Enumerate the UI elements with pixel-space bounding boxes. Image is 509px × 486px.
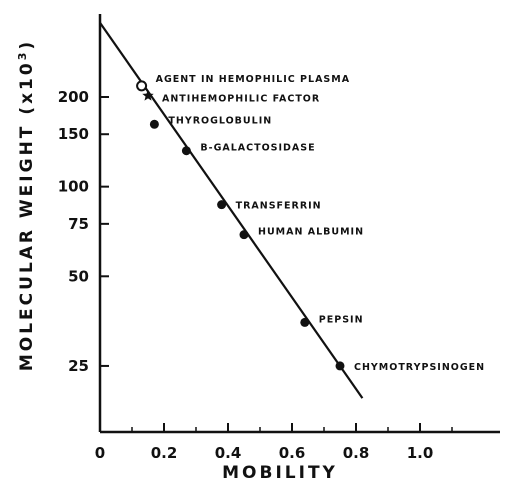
point-label: AGENT IN HEMOPHILIC PLASMA [156, 74, 350, 85]
x-tick-label: 1.0 [407, 444, 434, 462]
x-tick-label: 0.6 [279, 444, 306, 462]
point-label: PEPSIN [319, 314, 364, 325]
x-tick-label: 0.8 [343, 444, 370, 462]
x-tick-label: 0 [95, 444, 105, 462]
y-axis-title-main: MOLECULAR WEIGHT (x10 [17, 60, 37, 371]
y-tick-label: 75 [68, 215, 89, 233]
x-axis-title: MOBILITY [222, 463, 338, 483]
filled-circle-point [217, 200, 227, 210]
filled-circle-point [149, 119, 159, 129]
filled-circle-point [335, 361, 345, 371]
y-tick-label: 50 [68, 267, 89, 285]
y-tick-label: 100 [58, 178, 89, 196]
point-label: HUMAN ALBUMIN [258, 227, 364, 238]
filled-circle-point [300, 317, 310, 327]
point-label: CHYMOTRYPSINOGEN [354, 362, 485, 373]
x-tick-label: 0.2 [151, 444, 178, 462]
point-label: THYROGLOBULIN [168, 115, 272, 126]
y-axis-title-sup: 3 [16, 50, 29, 61]
star-point [142, 89, 154, 101]
ticks: 0 0.2 0.4 0.6 0.8 1.0 25 50 75 100 150 200 [58, 88, 453, 462]
y-axis-title: MOLECULAR WEIGHT (x103) [16, 39, 37, 371]
filled-circle-point [181, 146, 191, 156]
data-marks [136, 80, 345, 371]
filled-circle-point [239, 230, 249, 240]
y-axis-title-close: ) [17, 39, 37, 50]
point-label: TRANSFERRIN [236, 201, 322, 212]
open-circle-point [136, 80, 148, 92]
point-labels: AGENT IN HEMOPHILIC PLASMA ANTIHEMOPHILIC… [156, 74, 485, 373]
y-tick-label: 25 [68, 357, 89, 375]
point-label: ANTIHEMOPHILIC FACTOR [162, 94, 320, 105]
y-tick-label: 150 [58, 125, 89, 143]
y-tick-label: 200 [58, 88, 89, 106]
x-tick-label: 0.4 [215, 444, 242, 462]
point-label: B-GALACTOSIDASE [200, 143, 315, 154]
